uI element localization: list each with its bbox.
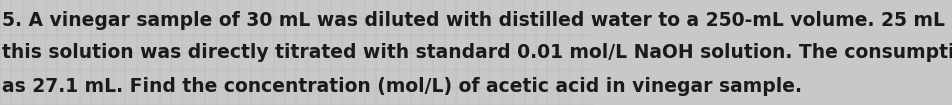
Text: as 27.1 mL. Find the concentration (mol/L) of acetic acid in vinegar sample.: as 27.1 mL. Find the concentration (mol/… (2, 77, 803, 96)
Text: this solution was directly titrated with standard 0.01 mol/L NaOH solution. The : this solution was directly titrated with… (2, 43, 952, 62)
Text: 5. A vinegar sample of 30 mL was diluted with distilled water to a 250-mL volume: 5. A vinegar sample of 30 mL was diluted… (2, 12, 952, 30)
